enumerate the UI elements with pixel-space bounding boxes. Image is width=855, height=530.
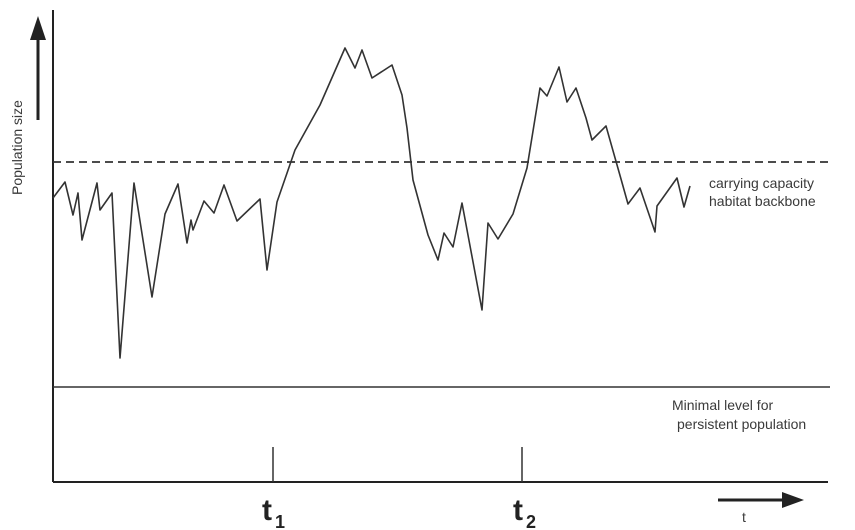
tick-label-t2: t 2 [513,494,536,530]
minimal-level-label-1: Minimal level for [672,397,773,413]
minimal-level-label-2: persistent population [677,416,806,432]
svg-text:t: t [513,494,523,527]
y-axis-label: Population size [9,100,25,195]
svg-text:2: 2 [526,512,536,530]
x-axis-label: t [742,509,746,525]
tick-label-t1: t 1 [262,494,285,530]
carrying-capacity-label-2: habitat backbone [709,193,816,209]
carrying-capacity-label-1: carrying capacity [709,175,814,191]
svg-text:t: t [262,494,272,527]
y-arrow [30,16,46,120]
svg-text:1: 1 [275,512,285,530]
x-arrow [718,492,804,508]
population-series-line [52,47,691,359]
